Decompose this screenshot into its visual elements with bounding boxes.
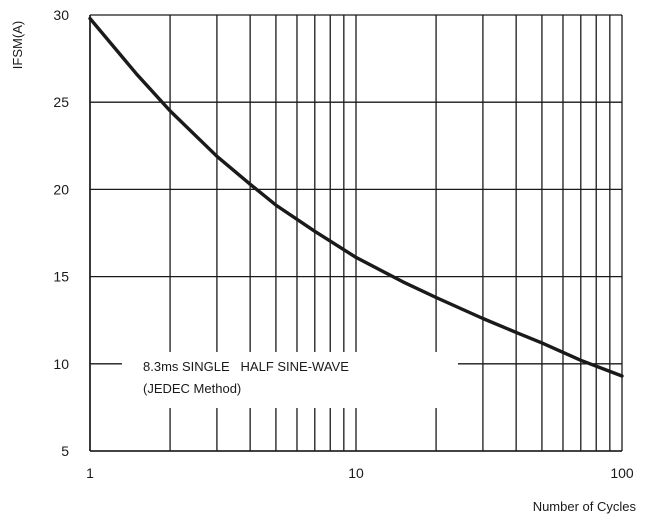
x-tick-label: 10 — [348, 465, 364, 481]
series-line — [88, 16, 624, 378]
y-tick-label: 30 — [53, 7, 69, 23]
axes — [89, 15, 622, 452]
annotation-line-2: (JEDEC Method) — [143, 381, 241, 396]
series — [88, 16, 624, 378]
y-tick-label: 20 — [53, 181, 69, 197]
x-tick-label: 1 — [86, 465, 94, 481]
annotation-line-1: 8.3ms SINGLE HALF SINE-WAVE — [143, 359, 349, 374]
x-tick-label: 100 — [610, 465, 634, 481]
x-axis-label: Number of Cycles — [533, 499, 637, 514]
tick-labels: 5 10 15 20 25 30 1 10 100 — [53, 7, 633, 481]
annotation: 8.3ms SINGLE HALF SINE-WAVE (JEDEC Metho… — [122, 352, 458, 408]
y-tick-label: 25 — [53, 94, 69, 110]
y-tick-label: 15 — [53, 269, 69, 285]
y-tick-label: 5 — [61, 443, 69, 459]
y-axis-label: IFSM(A) — [10, 21, 25, 69]
y-tick-label: 10 — [53, 356, 69, 372]
annotation-background — [122, 352, 458, 408]
